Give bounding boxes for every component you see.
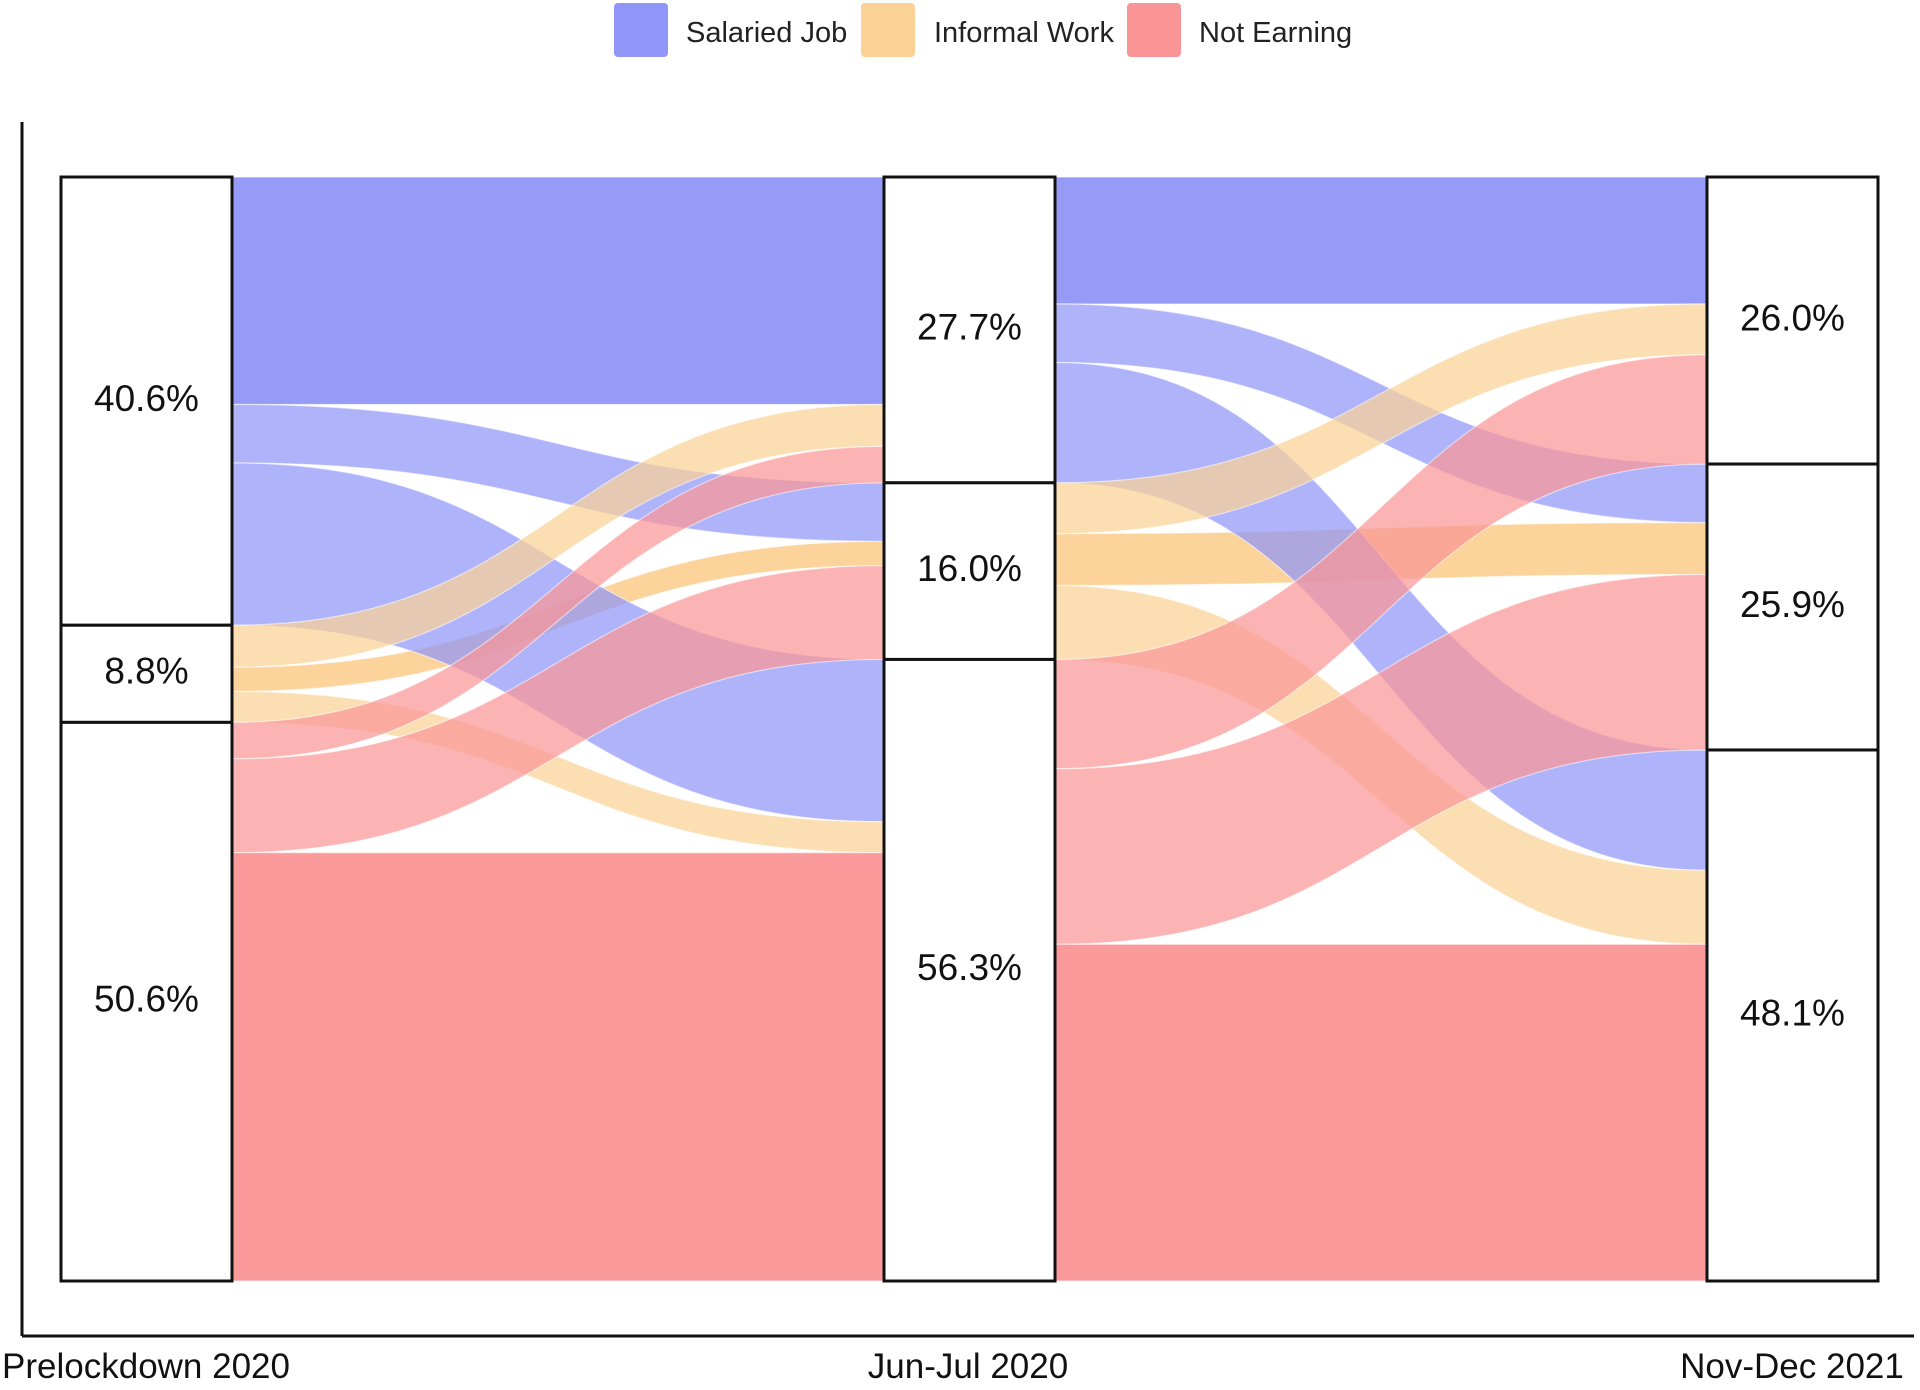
node-label-nov-dec-salaried: 26.0% (1740, 297, 1845, 338)
node-nov-dec-informal (1705, 462, 1880, 752)
node-label-nov-dec-not-earning: 48.1% (1740, 992, 1845, 1033)
legend: Salaried Job Informal Work Not Earning (614, 3, 1352, 57)
flow-jun-jul-not-earning-to-not-earning (1054, 943, 1708, 1282)
legend-label-salaried: Salaried Job (686, 17, 847, 49)
node-label-jun-jul-salaried: 27.7% (917, 307, 1022, 348)
legend-item-informal: Informal Work (861, 3, 1114, 57)
flow-jun-jul-salaried-to-salaried (1054, 176, 1708, 305)
legend-label-informal: Informal Work (934, 17, 1114, 49)
node-label-jun-jul-informal: 16.0% (917, 548, 1022, 589)
x-tick-label-nov-dec: Nov-Dec 2021 (1680, 1347, 1904, 1386)
legend-item-not-earning: Not Earning (1127, 3, 1352, 57)
flow-prelockdown-salaried-to-salaried (231, 176, 885, 406)
x-tick-label-jun-jul: Jun-Jul 2020 (868, 1347, 1068, 1386)
x-tick-label-prelockdown: Prelockdown 2020 (2, 1347, 290, 1386)
stage-boxes: 40.6% 8.8% 50.6% 27.7% 16.0% 56.3% 26.0% 25.9% 4… (59, 175, 1880, 1283)
node-label-jun-jul-not-earning: 56.3% (917, 947, 1022, 988)
legend-swatch-not-earning (1127, 3, 1181, 57)
flow-bands (231, 176, 1708, 1282)
legend-swatch-salaried (614, 3, 668, 57)
legend-item-salaried: Salaried Job (614, 3, 847, 57)
node-jun-jul-not-earning (882, 657, 1057, 1283)
node-jun-jul-salaried (882, 175, 1057, 485)
node-label-nov-dec-informal: 25.9% (1740, 584, 1845, 625)
node-label-prelockdown-not-earning: 50.6% (94, 978, 199, 1019)
node-prelockdown-informal (59, 623, 234, 724)
node-label-prelockdown-informal: 8.8% (104, 651, 188, 692)
node-prelockdown-not-earning (59, 720, 234, 1283)
legend-swatch-informal (861, 3, 915, 57)
node-nov-dec-salaried (1705, 175, 1880, 466)
node-prelockdown-salaried (59, 175, 234, 627)
legend-label-not-earning: Not Earning (1199, 17, 1352, 49)
node-nov-dec-not-earning (1705, 748, 1880, 1283)
node-label-prelockdown-salaried: 40.6% (94, 378, 199, 419)
node-jun-jul-informal (882, 481, 1057, 661)
flow-prelockdown-not-earning-to-not-earning (231, 852, 885, 1282)
